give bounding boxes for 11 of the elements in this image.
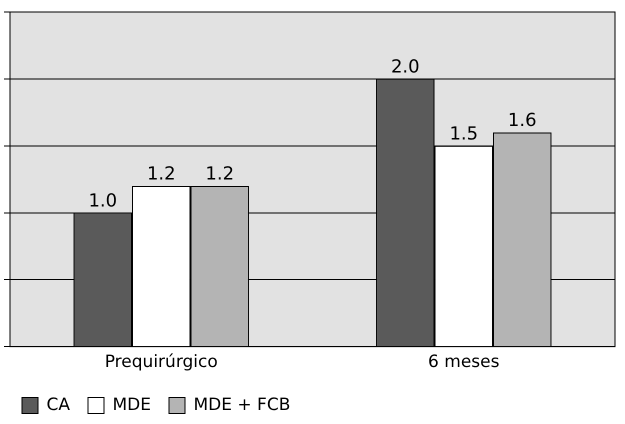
legend-label: CA (46, 394, 70, 415)
legend-label: MDE + FCB (194, 394, 290, 415)
data-label: 1.0 (88, 190, 118, 212)
x-tick-label: Prequirúrgico (104, 352, 218, 372)
data-label: 1.5 (449, 124, 478, 145)
data-label: 1.2 (146, 164, 176, 185)
data-label: 1.2 (205, 164, 234, 185)
data-label: 2.0 (390, 56, 420, 78)
x-tick-label: 6 meses (428, 352, 500, 372)
legend-label: MDE (112, 394, 151, 415)
data-label: 1.6 (508, 110, 537, 132)
